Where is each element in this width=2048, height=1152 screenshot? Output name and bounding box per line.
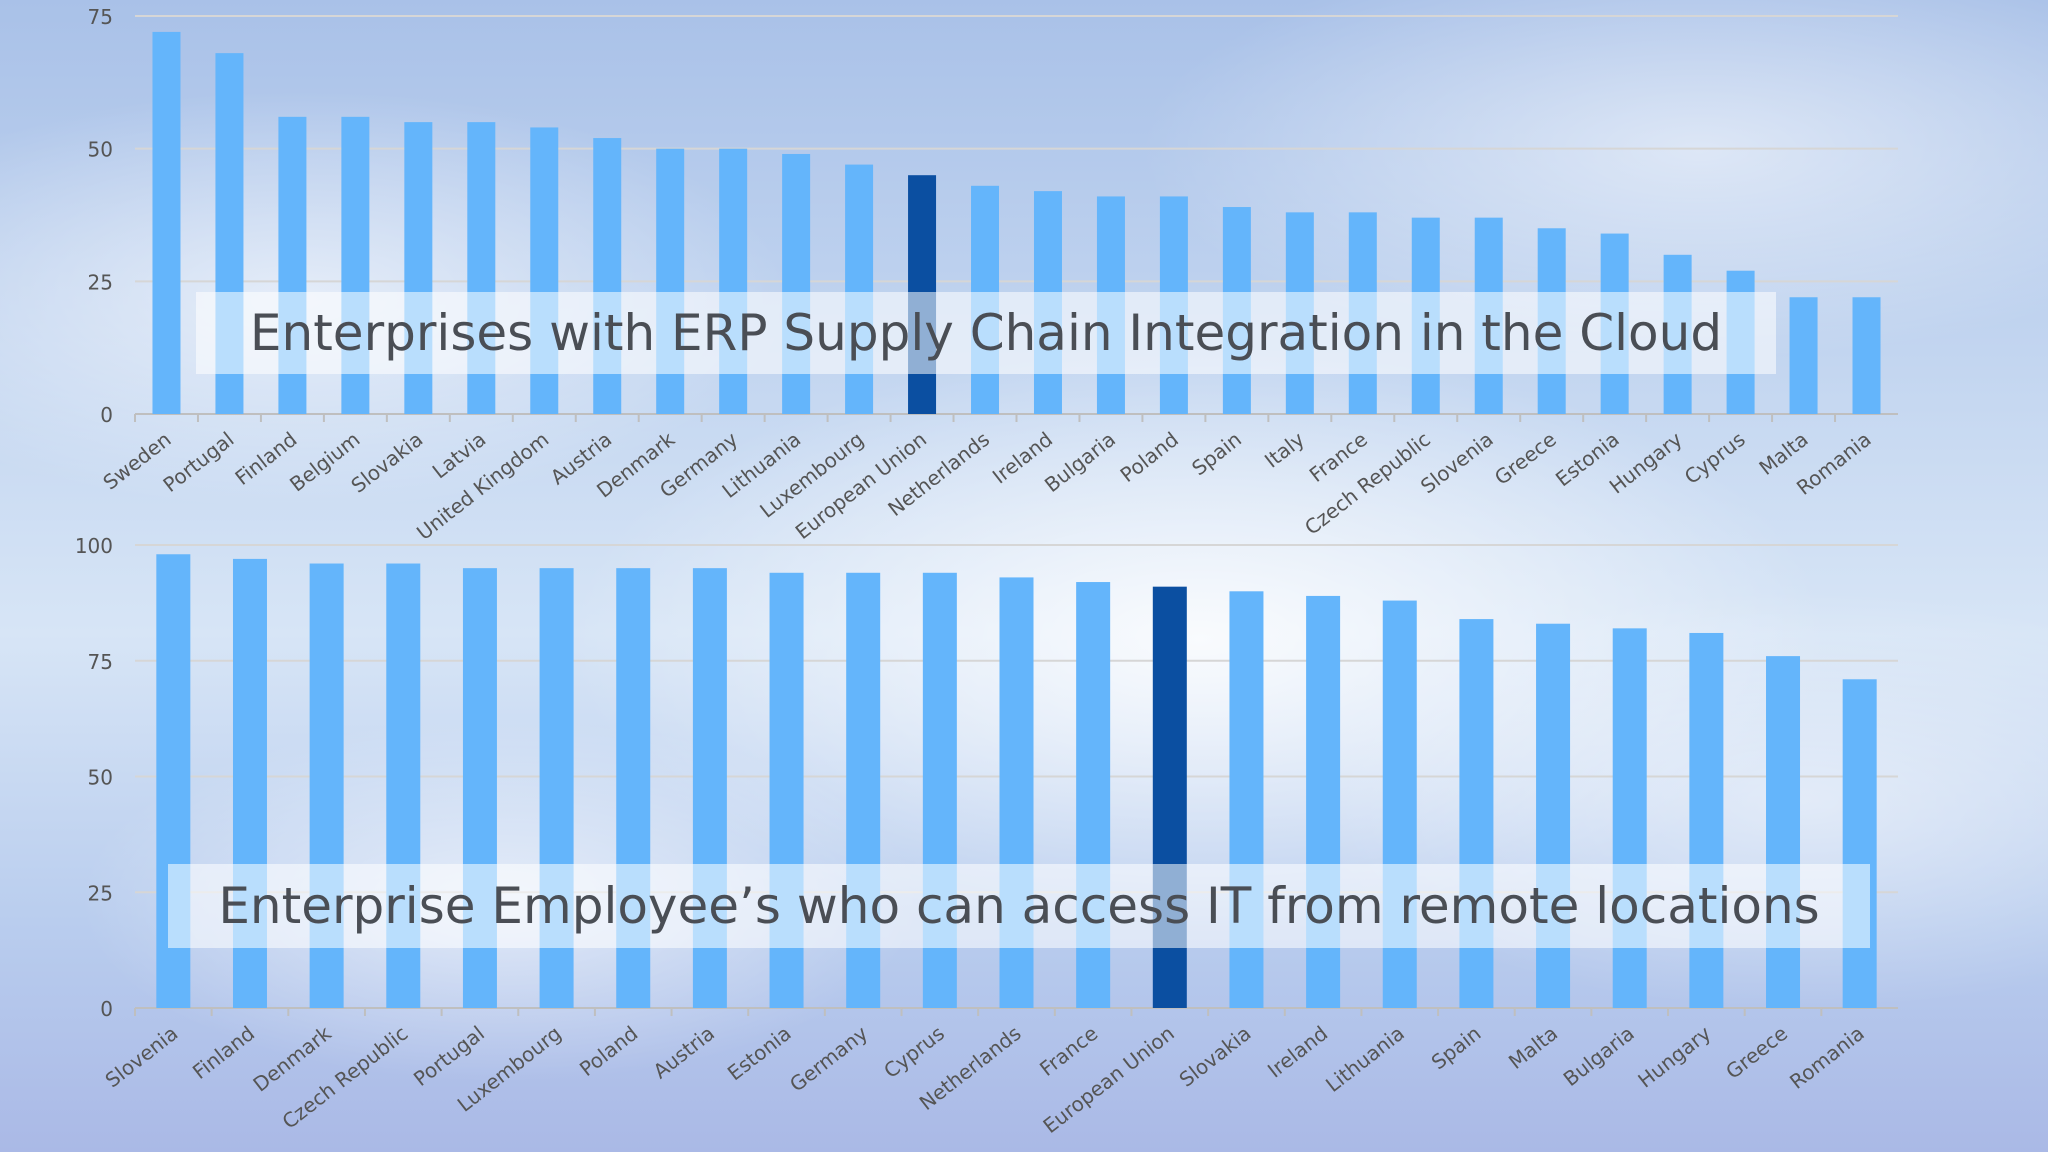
x-tick-label: Romania: [1785, 1021, 1869, 1094]
bar: [1766, 656, 1801, 1008]
bar: [656, 148, 685, 414]
x-tick-label: Spain: [1187, 427, 1246, 480]
y-tick-label: 50: [88, 766, 113, 790]
bar: [719, 148, 748, 414]
x-tick-label: Poland: [1116, 427, 1183, 487]
bar: [1789, 297, 1818, 414]
chart-title-remote-access: Enterprise Employee’s who can access IT …: [168, 864, 1870, 948]
x-tick-label: Slovenia: [101, 1021, 183, 1092]
bar: [1612, 628, 1647, 1008]
x-tick-label: Portugal: [158, 427, 238, 497]
x-tick-label: Austria: [649, 1021, 719, 1083]
x-tick-label: Germany: [785, 1021, 872, 1097]
bar: [1459, 619, 1494, 1008]
y-tick-label: 100: [75, 534, 113, 558]
x-tick-label: Slovakia: [346, 427, 427, 498]
x-tick-label: Ireland: [1263, 1021, 1332, 1082]
x-tick-label: Italy: [1260, 427, 1309, 473]
y-tick-label: 25: [88, 270, 113, 294]
x-tick-label: Greece: [1721, 1021, 1792, 1084]
bar: [152, 31, 181, 414]
x-tick-label: Cyprus: [1680, 427, 1750, 489]
chart-erp-supply-chain: 0255075SwedenPortugalFinlandBelgiumSlova…: [88, 5, 1898, 545]
bar: [1689, 632, 1724, 1008]
x-tick-label: European Union: [1038, 1021, 1178, 1138]
y-tick-label: 75: [88, 5, 113, 29]
x-tick-label: Spain: [1427, 1021, 1486, 1074]
x-tick-label: Bulgaria: [1040, 427, 1120, 497]
x-tick-label: Bulgaria: [1559, 1021, 1639, 1091]
x-tick-label: Poland: [575, 1021, 642, 1081]
x-tick-label: Lithuania: [1321, 1021, 1409, 1097]
x-tick-label: Slovakia: [1175, 1021, 1256, 1092]
x-tick-label: Estonia: [723, 1021, 796, 1085]
y-tick-label: 0: [100, 997, 113, 1021]
x-tick-label: Cyprus: [879, 1021, 949, 1083]
bar: [845, 164, 874, 414]
bar: [782, 153, 811, 414]
x-tick-label: Hungary: [1633, 1021, 1715, 1093]
x-tick-label: Malta: [1504, 1021, 1562, 1074]
y-tick-label: 75: [88, 650, 113, 674]
x-tick-label: Greece: [1490, 427, 1561, 490]
bar: [1842, 679, 1877, 1008]
bar: [1536, 623, 1571, 1008]
chart-title-erp: Enterprises with ERP Supply Chain Integr…: [196, 292, 1776, 374]
x-tick-label: France: [1035, 1021, 1102, 1081]
y-tick-label: 25: [88, 881, 113, 905]
y-tick-label: 50: [88, 138, 113, 162]
y-tick-label: 0: [100, 403, 113, 427]
bar: [1852, 297, 1881, 414]
x-tick-label: Finland: [188, 1021, 259, 1084]
